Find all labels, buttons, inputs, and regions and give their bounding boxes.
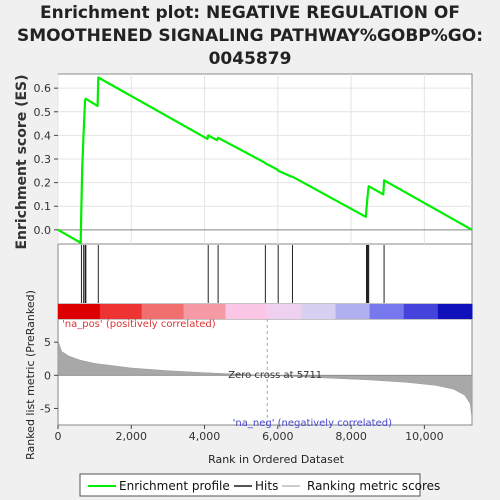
x-tick-label: 8,000 <box>335 430 367 443</box>
enrichment-profile-path <box>57 76 473 244</box>
metric-y-axis-title: Ranked list metric (PreRanked) <box>24 290 37 460</box>
zero-cross-label: Zero cross at 5711 <box>228 370 322 381</box>
metric-y-ticks: -5 0 5 <box>40 336 58 415</box>
chart-title-line-1: Enrichment plot: NEGATIVE REGULATION OF <box>40 3 460 23</box>
metric-tick-label: 0 <box>44 369 51 382</box>
es-tick-label: 0.2 <box>34 177 52 190</box>
pos-correlated-label: 'na_pos' (positively correlated) <box>62 319 216 330</box>
enrichment-profile-line <box>57 76 473 244</box>
es-tick-label: 0.6 <box>34 82 52 95</box>
ranking-metric-fill <box>57 340 473 419</box>
hit-marks <box>80 245 385 303</box>
x-tick-label: 2,000 <box>116 430 148 443</box>
es-tick-label: 0.4 <box>34 129 52 142</box>
rank-heatmap-bar <box>58 304 473 319</box>
chart-title-line-2: SMOOTHENED SIGNALING PATHWAY%GOBP%GO: <box>17 26 483 46</box>
metric-tick-label: -5 <box>40 402 51 415</box>
es-y-ticks: 0.0 0.1 0.2 0.3 0.4 0.5 0.6 <box>34 82 58 237</box>
es-y-axis-title: Enrichment score (ES) <box>14 74 30 249</box>
heatmap-segment <box>301 304 336 319</box>
es-tick-label: 0.1 <box>34 200 52 213</box>
es-tick-label: 0.3 <box>34 153 52 166</box>
legend-metric-label: Ranking metric scores <box>307 479 440 493</box>
neg-correlated-label: 'na_neg' (negatively correlated) <box>233 418 392 429</box>
heatmap-segment <box>141 304 185 319</box>
metric-tick-label: 5 <box>44 336 51 349</box>
heatmap-segment <box>267 304 302 319</box>
x-tick-label: 6,000 <box>262 430 294 443</box>
es-tick-label: 0.5 <box>34 106 52 119</box>
x-tick-label: 0 <box>55 430 62 443</box>
ranking-metric-area <box>57 319 473 425</box>
heatmap-segment <box>437 304 473 319</box>
heatmap-segment <box>225 304 268 319</box>
legend-hits-label: Hits <box>255 479 278 493</box>
x-tick-label: 10,000 <box>405 430 444 443</box>
x-axis-title: Rank in Ordered Dataset <box>208 453 345 466</box>
x-axis-ticks: 0 2,000 4,000 6,000 8,000 10,000 <box>55 425 444 443</box>
es-tick-label: 0.0 <box>34 224 52 237</box>
heatmap-segment <box>99 304 143 319</box>
chart-title-line-3: 0045879 <box>209 49 292 69</box>
heatmap-segment <box>335 304 371 319</box>
x-tick-label: 4,000 <box>189 430 221 443</box>
heatmap-segment <box>58 304 101 319</box>
legend-enrichment-label: Enrichment profile <box>119 479 230 493</box>
heatmap-segment <box>183 304 226 319</box>
heatmap-segment <box>403 304 439 319</box>
heatmap-segment <box>369 304 405 319</box>
